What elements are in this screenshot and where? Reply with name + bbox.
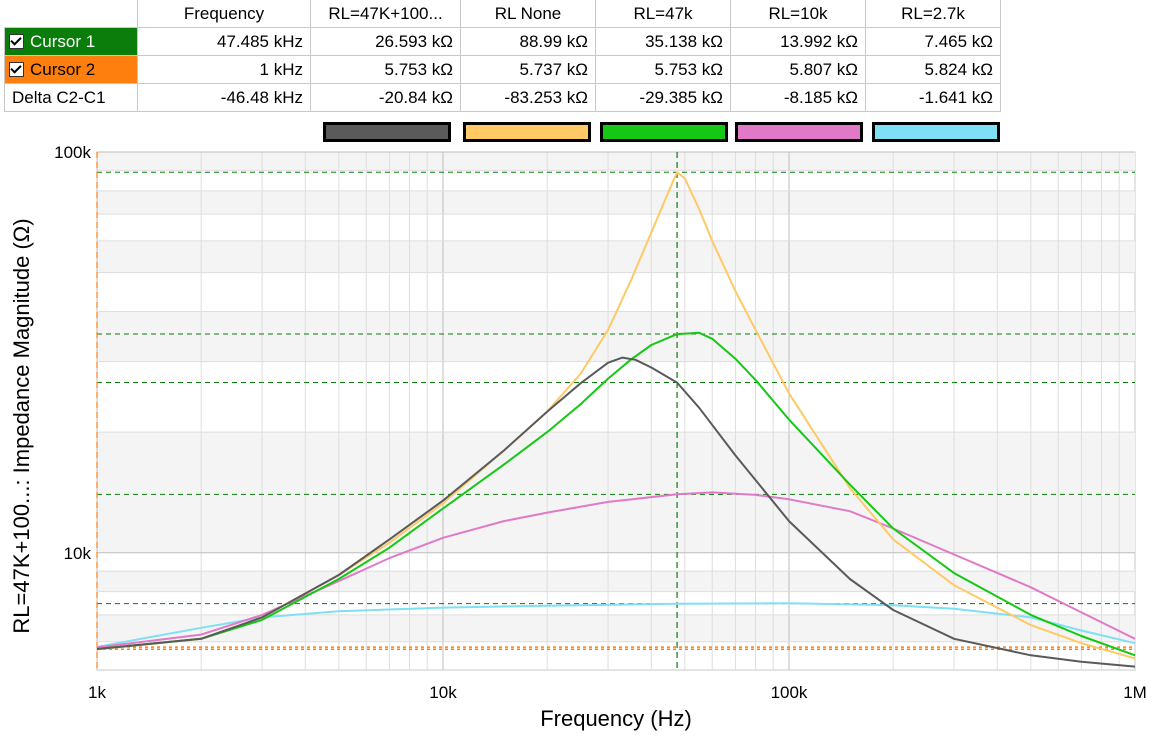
cursor-2-row: Cursor 2 1 kHz 5.753 kΩ 5.737 kΩ 5.753 k… [4, 55, 1001, 84]
legend-swatch-rl-2-7k[interactable] [872, 122, 1000, 142]
plot-band [97, 571, 1135, 592]
checkbox-checked-icon[interactable] [9, 33, 24, 49]
cursor-2-frequency: 1 kHz [137, 55, 311, 84]
plot-area[interactable] [96, 151, 1136, 671]
legend-swatch-rl-10k[interactable] [735, 122, 863, 142]
cursor-2-value-series-2: 5.737 kΩ [460, 55, 596, 84]
cursor-2-toggle[interactable]: Cursor 2 [4, 55, 138, 84]
plot-band [97, 432, 1135, 553]
plot-band [97, 614, 1135, 642]
cursor-1-value-series-5: 7.465 kΩ [865, 27, 1001, 56]
series-line-rl-none [96, 171, 1136, 660]
x-axis-title: Frequency (Hz) [540, 706, 692, 731]
x-tick-label: 10k [429, 683, 457, 702]
x-tick-label: 1M [1123, 683, 1147, 702]
legend-swatch-rl-none[interactable] [463, 122, 591, 142]
plot-band [97, 240, 1135, 273]
cursor-1-value-series-2: 88.99 kΩ [460, 27, 596, 56]
legend [0, 0, 1161, 150]
delta-value-series-5: -1.641 kΩ [865, 83, 1001, 112]
cursor-2-value-series-5: 5.824 kΩ [865, 55, 1001, 84]
y-axis-title: RL=47K+100...: Impedance Magnitude (Ω) [9, 218, 34, 633]
delta-value-series-1: -20.84 kΩ [310, 83, 461, 112]
column-header-series-1[interactable]: RL=47K+100... [310, 0, 461, 28]
cursor-table: Frequency RL=47K+100... RL None RL=47k R… [4, 0, 1001, 112]
delta-row: Delta C2-C1 -46.48 kHz -20.84 kΩ -83.253… [4, 83, 1001, 112]
cursor-1-toggle[interactable]: Cursor 1 [4, 27, 138, 56]
plot-band [97, 311, 1135, 362]
cursor-table-header-row: Frequency RL=47K+100... RL None RL=47k R… [4, 0, 1001, 28]
legend-swatch-rl-47k[interactable] [600, 122, 728, 142]
cursor-1-label: Cursor 1 [30, 31, 96, 51]
series-lines [96, 171, 1136, 668]
plot-band [97, 152, 1135, 171]
plot-bands [97, 152, 1135, 642]
x-tick-label: 1k [88, 683, 106, 702]
x-tick-label: 100k [771, 683, 808, 702]
y-axis-ticks: 10k 100k [54, 143, 91, 563]
cursor-1-value-series-3: 35.138 kΩ [595, 27, 731, 56]
delta-label: Delta C2-C1 [4, 83, 138, 112]
delta-value-series-3: -29.385 kΩ [595, 83, 731, 112]
delta-value-series-4: -8.185 kΩ [730, 83, 866, 112]
x-axis-ticks: 1k 10k 100k 1M [88, 683, 1147, 702]
cursor-2-value-series-3: 5.753 kΩ [595, 55, 731, 84]
column-header-frequency[interactable]: Frequency [137, 0, 311, 28]
column-header-series-4[interactable]: RL=10k [730, 0, 866, 28]
series-line-rl-47k-100 [96, 356, 1136, 668]
cursor-2-label: Cursor 2 [30, 59, 96, 79]
column-header-series-3[interactable]: RL=47k [595, 0, 731, 28]
cursor-lines [96, 152, 1135, 670]
y-tick-label: 10k [64, 544, 92, 563]
plot-band [97, 190, 1135, 215]
delta-frequency: -46.48 kHz [137, 83, 311, 112]
series-line-rl-47k [96, 331, 1136, 657]
legend-swatch-rl-47k-100[interactable] [323, 122, 451, 142]
checkbox-checked-icon[interactable] [9, 61, 24, 77]
column-header-series-2[interactable]: RL None [460, 0, 596, 28]
cursor-1-value-series-1: 26.593 kΩ [310, 27, 461, 56]
delta-value-series-2: -83.253 kΩ [460, 83, 596, 112]
y-tick-label: 100k [54, 143, 91, 162]
series-line-rl-10k [96, 491, 1136, 649]
